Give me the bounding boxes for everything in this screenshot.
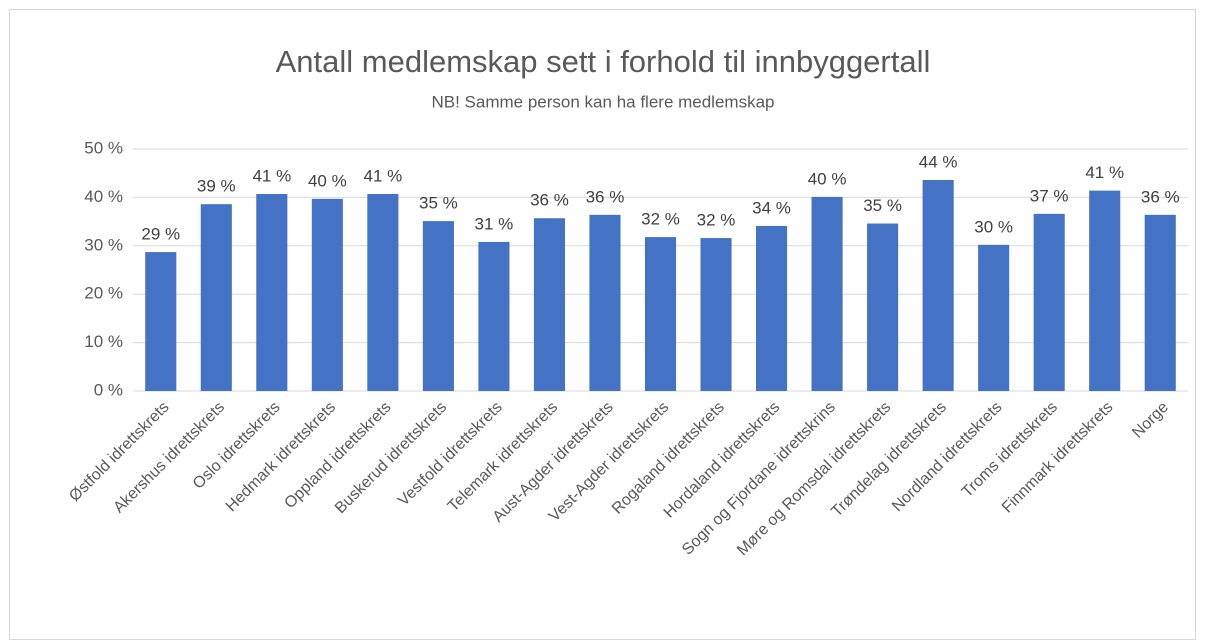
value-label: 39 % [197,177,236,196]
y-tick-label: 0 % [94,380,123,399]
bar [922,179,954,391]
bar [978,244,1010,391]
y-tick-label: 40 % [84,187,123,206]
y-tick-label: 20 % [84,284,123,303]
value-label: 44 % [919,152,958,171]
value-label: 36 % [1141,187,1180,206]
bar [311,198,343,391]
chart-subtitle: NB! Samme person kan ha flere medlemskap [432,92,775,111]
bar [200,204,232,391]
value-label: 41 % [252,166,291,185]
bar [589,214,621,391]
value-label: 32 % [697,211,736,230]
bar [145,252,177,391]
value-label: 36 % [530,191,569,210]
y-tick-label: 50 % [84,138,123,157]
bar [700,238,732,391]
value-label: 40 % [308,171,347,190]
bar [478,241,510,391]
y-tick-label: 10 % [84,332,123,351]
value-label: 41 % [1085,163,1124,182]
bar [1033,213,1065,391]
value-label: 32 % [641,210,680,229]
value-label: 35 % [863,196,902,215]
value-label: 36 % [586,187,625,206]
y-tick-label: 30 % [84,235,123,254]
bar [811,196,843,391]
bar [1144,214,1176,391]
value-label: 41 % [363,166,402,185]
bar [422,221,454,391]
value-label: 34 % [752,198,791,217]
bar [367,194,399,391]
bar [1089,190,1121,391]
value-label: 30 % [974,217,1013,236]
value-label: 29 % [141,225,180,244]
value-label: 35 % [419,194,458,213]
bar [256,194,288,391]
bar [644,237,677,391]
bar [533,218,565,391]
value-label: 37 % [1030,186,1069,205]
value-label: 31 % [475,214,514,233]
value-label: 40 % [808,169,847,188]
bar [756,225,788,391]
chart-title: Antall medlemskap sett i forhold til inn… [276,44,931,79]
bar [867,223,899,391]
